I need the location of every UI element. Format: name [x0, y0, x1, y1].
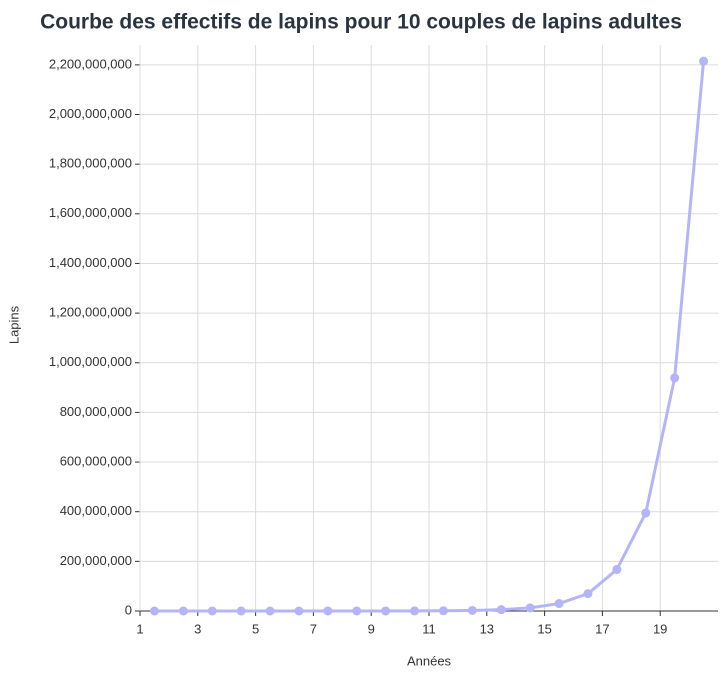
point — [467, 605, 477, 615]
point — [496, 605, 506, 615]
x-tick-label: 17 — [595, 621, 609, 636]
point — [207, 606, 217, 616]
y-tick-label: 1,000,000,000 — [49, 354, 132, 369]
y-tick-label: 400,000,000 — [60, 503, 132, 518]
point — [323, 606, 333, 616]
point — [583, 589, 593, 599]
point — [381, 606, 391, 616]
point — [641, 508, 651, 518]
point — [438, 606, 448, 616]
y-tick-label: 1,400,000,000 — [49, 255, 132, 270]
y-tick-label: 0 — [125, 602, 132, 617]
y-axis-label: Lapins — [6, 305, 21, 344]
y-tick-label: 200,000,000 — [60, 553, 132, 568]
x-tick-label: 9 — [368, 621, 375, 636]
y-tick-label: 2,200,000,000 — [49, 56, 132, 71]
point — [410, 606, 420, 616]
y-tick-label: 2,000,000,000 — [49, 106, 132, 121]
y-tick-label: 1,600,000,000 — [49, 205, 132, 220]
point — [699, 56, 709, 66]
point — [294, 606, 304, 616]
x-tick-label: 19 — [653, 621, 667, 636]
point — [525, 603, 535, 613]
point — [149, 606, 159, 616]
x-tick-label: 5 — [252, 621, 259, 636]
x-tick-label: 3 — [194, 621, 201, 636]
line — [154, 60, 706, 613]
point — [236, 606, 246, 616]
x-tick-label: 7 — [310, 621, 317, 636]
point — [178, 606, 188, 616]
point — [352, 606, 362, 616]
point — [265, 606, 275, 616]
x-tick-label: 11 — [422, 621, 436, 636]
y-tick-label: 800,000,000 — [60, 404, 132, 419]
point — [554, 599, 564, 609]
y-tick-label: 1,800,000,000 — [49, 156, 132, 171]
y-tick-label: 1,200,000,000 — [49, 305, 132, 320]
y-tick-label: 600,000,000 — [60, 453, 132, 468]
x-tick-label: 15 — [537, 621, 551, 636]
chart-title: Courbe des effectifs de lapins pour 10 c… — [40, 11, 682, 34]
x-tick-label: 13 — [480, 621, 494, 636]
x-axis-label: Années — [407, 653, 452, 668]
x-tick-label: 1 — [136, 621, 143, 636]
point — [670, 373, 680, 383]
point — [612, 565, 622, 575]
